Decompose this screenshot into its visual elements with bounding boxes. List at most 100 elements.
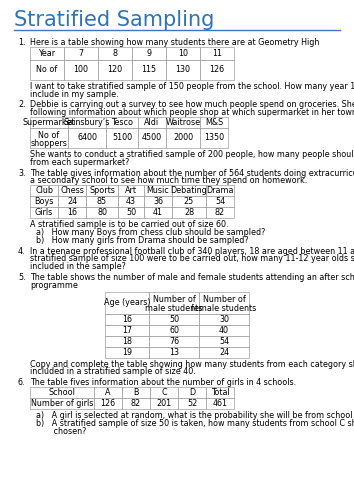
Text: Debbie is carrying out a survey to see how much people spend on groceries. She h: Debbie is carrying out a survey to see h…	[30, 100, 354, 110]
Text: Tesco: Tesco	[111, 118, 133, 127]
Text: include in my sample.: include in my sample.	[30, 90, 119, 98]
Text: The table fives information about the number of girls in 4 schools.: The table fives information about the nu…	[30, 378, 296, 387]
Bar	[200, 117, 228, 128]
Text: 54: 54	[215, 197, 225, 206]
Bar	[58, 207, 86, 218]
Bar	[118, 185, 144, 196]
Bar	[206, 387, 234, 398]
Bar	[149, 346, 199, 358]
Text: C: C	[161, 388, 167, 397]
Text: included in the sample?: included in the sample?	[30, 262, 126, 271]
Text: 24: 24	[219, 348, 229, 356]
Bar	[58, 196, 86, 207]
Text: 41: 41	[153, 208, 163, 217]
Text: 40: 40	[219, 326, 229, 334]
Text: 4500: 4500	[142, 134, 162, 142]
Text: Art: Art	[125, 186, 137, 195]
Text: School: School	[48, 388, 75, 397]
Bar	[178, 387, 206, 398]
Bar	[105, 314, 149, 324]
Bar	[138, 117, 166, 128]
Text: Sainsbury’s: Sainsbury’s	[64, 118, 110, 127]
Text: 7: 7	[79, 49, 84, 58]
Bar	[144, 196, 172, 207]
Text: Chess: Chess	[60, 186, 84, 195]
Bar	[30, 387, 94, 398]
Text: a)   How many Boys from chess club should be sampled?: a) How many Boys from chess club should …	[36, 228, 266, 237]
Bar	[132, 47, 166, 60]
Text: 85: 85	[97, 197, 107, 206]
Text: Girls: Girls	[35, 208, 53, 217]
Bar	[200, 128, 228, 148]
Text: female students: female students	[192, 304, 257, 312]
Bar	[118, 196, 144, 207]
Bar	[68, 128, 106, 148]
Bar	[30, 60, 64, 80]
Bar	[105, 346, 149, 358]
Text: Year: Year	[39, 49, 56, 58]
Bar	[206, 196, 234, 207]
Bar	[98, 60, 132, 80]
Bar	[30, 47, 64, 60]
Text: She wants to conduct a stratified sample of 200 people, how many people should s: She wants to conduct a stratified sample…	[30, 150, 354, 159]
Bar	[166, 60, 200, 80]
Bar	[30, 196, 58, 207]
Text: Debating: Debating	[171, 186, 207, 195]
Bar	[206, 398, 234, 409]
Text: Sports: Sports	[89, 186, 115, 195]
Bar	[178, 398, 206, 409]
Text: Number of: Number of	[202, 295, 245, 304]
Bar	[206, 185, 234, 196]
Text: 130: 130	[176, 66, 190, 74]
Text: A stratified sample is to be carried out of size 60.: A stratified sample is to be carried out…	[30, 220, 228, 229]
Text: 82: 82	[215, 208, 225, 217]
Text: Music: Music	[147, 186, 169, 195]
Text: 1.: 1.	[18, 38, 25, 47]
Bar	[30, 185, 58, 196]
Text: 100: 100	[74, 66, 88, 74]
Text: 76: 76	[169, 336, 179, 345]
Text: programme: programme	[30, 281, 78, 290]
Bar	[64, 60, 98, 80]
Text: a)   A girl is selected at random, what is the probability she will be from scho: a) A girl is selected at random, what is…	[36, 411, 354, 420]
Bar	[30, 398, 94, 409]
Text: shoppers: shoppers	[30, 138, 68, 147]
Text: 126: 126	[210, 66, 224, 74]
Text: Aldi: Aldi	[144, 118, 160, 127]
Text: 3.: 3.	[18, 168, 25, 177]
Bar	[166, 47, 200, 60]
Text: Supermarket: Supermarket	[23, 118, 75, 127]
Bar	[144, 207, 172, 218]
Text: chosen?: chosen?	[36, 426, 86, 436]
Bar	[172, 196, 206, 207]
Bar	[105, 324, 149, 336]
Text: 201: 201	[156, 399, 172, 408]
Text: 30: 30	[219, 314, 229, 324]
Bar	[199, 292, 249, 314]
Text: 13: 13	[169, 348, 179, 356]
Text: following information about which people shop at which supermarket in her town.: following information about which people…	[30, 108, 354, 117]
Bar	[86, 207, 118, 218]
Text: Drama: Drama	[206, 186, 234, 195]
Text: I want to take stratified sample of 150 people from the school. How many year 11: I want to take stratified sample of 150 …	[30, 82, 354, 91]
Text: Number of girls: Number of girls	[31, 399, 93, 408]
Text: 25: 25	[184, 197, 194, 206]
Text: 6400: 6400	[77, 134, 97, 142]
Bar	[199, 336, 249, 346]
Text: 16: 16	[122, 314, 132, 324]
Text: 16: 16	[67, 208, 77, 217]
Text: 82: 82	[131, 399, 141, 408]
Bar	[166, 117, 200, 128]
Text: male students: male students	[145, 304, 203, 312]
Bar	[98, 47, 132, 60]
Text: 115: 115	[142, 66, 156, 74]
Bar	[150, 387, 178, 398]
Text: 80: 80	[97, 208, 107, 217]
Bar	[199, 346, 249, 358]
Text: 18: 18	[122, 336, 132, 345]
Bar	[122, 398, 150, 409]
Text: Stratified Sampling: Stratified Sampling	[14, 10, 215, 30]
Bar	[166, 128, 200, 148]
Bar	[200, 60, 234, 80]
Bar	[30, 128, 68, 148]
